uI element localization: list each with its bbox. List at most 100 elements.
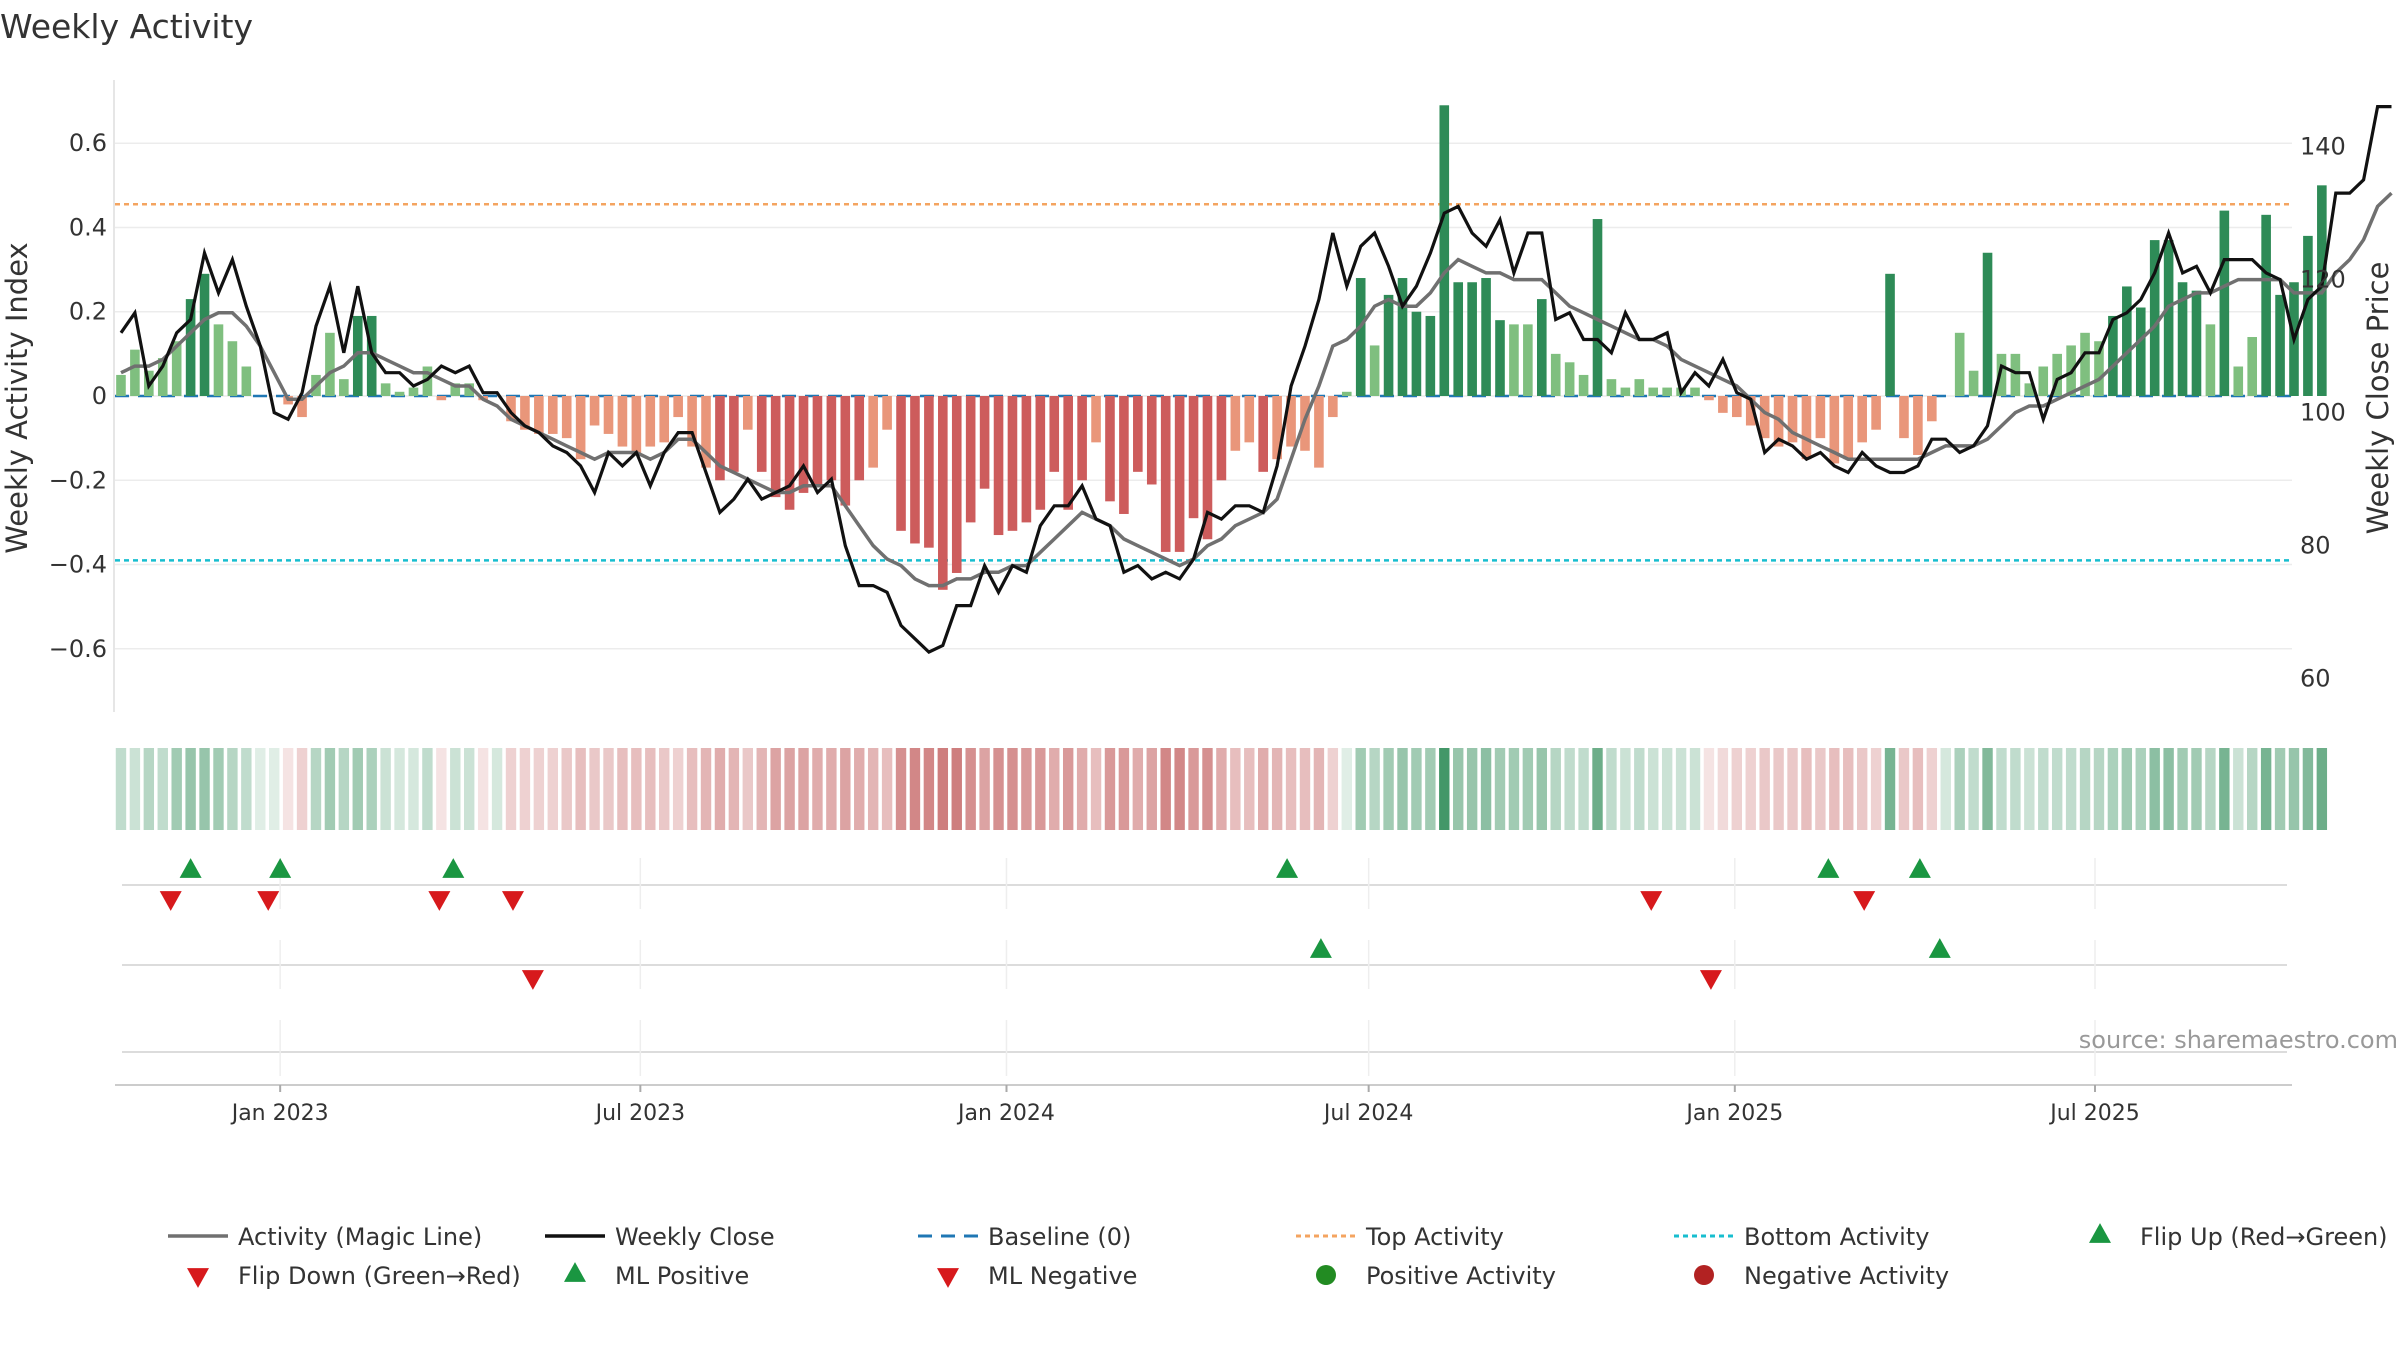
legend-label: Negative Activity: [1744, 1262, 1949, 1290]
activity-bar: [979, 396, 990, 489]
strip-cell: [1661, 748, 1673, 830]
activity-bar: [2219, 210, 2230, 396]
legend-item: ML Negative: [937, 1262, 1137, 1290]
strip-cell: [1968, 748, 1979, 830]
strip-cell: [1257, 748, 1269, 830]
strip-cell: [2107, 748, 2119, 830]
strip-cell: [561, 748, 572, 830]
activity-bar: [1467, 282, 1477, 396]
strip-cell: [1327, 748, 1339, 830]
legend-label: ML Negative: [988, 1262, 1137, 1290]
strip-cell: [909, 748, 921, 830]
activity-bar: [1885, 273, 1895, 396]
y-tick-label: −0.2: [49, 466, 107, 494]
legend-swatch: [937, 1268, 959, 1288]
strip-cell: [645, 748, 656, 830]
strip-cell: [1689, 748, 1701, 830]
activity-bar: [2233, 366, 2244, 396]
strip-cell: [547, 748, 558, 830]
strip-cell: [1592, 748, 1603, 830]
strip-cell: [422, 748, 433, 830]
strip-cell: [2177, 748, 2188, 830]
activity-bar: [380, 383, 391, 396]
activity-bar: [1063, 396, 1073, 510]
strip-cell: [2302, 748, 2314, 830]
activity-bar: [534, 396, 544, 434]
activity-bar: [1188, 396, 1199, 519]
strip-cell: [1439, 748, 1450, 830]
activity-bar: [673, 396, 683, 418]
source-label: source: sharemaestro.com: [2079, 1026, 2398, 1054]
legend-label: Positive Activity: [1366, 1262, 1556, 1290]
strip-cell: [1620, 748, 1631, 830]
activity-bar: [1690, 387, 1700, 396]
strip-cell: [1675, 748, 1687, 830]
activity-bar: [213, 324, 224, 396]
strip-cell: [686, 748, 698, 830]
activity-bar: [2135, 307, 2146, 396]
activity-bar: [1509, 324, 1519, 396]
strip-cell: [1717, 748, 1729, 830]
flip-down-marker: [428, 891, 451, 911]
strip-cell: [1508, 748, 1520, 830]
date-tick-label: Jul 2023: [594, 1101, 686, 1126]
activity-bar: [1049, 396, 1060, 472]
strip-cell: [742, 748, 754, 830]
activity-bar: [2275, 294, 2285, 396]
flip-down-marker: [1640, 891, 1663, 911]
legend-swatch: [1694, 1265, 1714, 1285]
activity-bar: [1857, 396, 1867, 443]
activity-bar: [617, 396, 628, 447]
activity-bar: [1258, 396, 1268, 472]
strip-cell: [1271, 748, 1283, 830]
activity-bar: [951, 396, 962, 573]
strip-cell: [2163, 748, 2174, 830]
strip-cell: [937, 748, 949, 830]
activity-bar: [1620, 387, 1631, 396]
strip-cell: [477, 748, 489, 830]
activity-bar: [1146, 396, 1157, 485]
activity-bar: [729, 396, 739, 472]
strip-cell: [1480, 748, 1492, 830]
date-tick-label: Jan 2024: [956, 1101, 1055, 1126]
activity-bar: [1536, 299, 1547, 396]
strip-cell: [1118, 748, 1130, 830]
legend-swatch: [1316, 1265, 1336, 1285]
activity-bar: [1397, 278, 1408, 396]
strip-cell: [324, 748, 336, 830]
activity-bar: [185, 299, 196, 396]
strip-cell: [784, 748, 795, 830]
activity-bar: [547, 396, 558, 434]
activity-bar: [1453, 282, 1464, 396]
strip-cell: [157, 748, 168, 830]
strip-cell: [2065, 748, 2077, 830]
activity-bar: [1160, 396, 1171, 552]
activity-bar: [715, 396, 725, 481]
activity-bar: [1355, 278, 1366, 396]
activity-bar: [840, 396, 851, 506]
strip-cell: [338, 748, 350, 830]
activity-heat-strip: [115, 748, 2328, 830]
activity-bar: [1606, 379, 1617, 396]
legend-item: Flip Up (Red→Green): [2089, 1223, 2388, 1251]
activity-bar: [199, 273, 210, 396]
activity-bar: [1564, 362, 1575, 396]
activity-bar: [1202, 396, 1213, 540]
activity-bar: [1592, 219, 1603, 396]
activity-bar: [784, 396, 795, 510]
activity-bar: [896, 396, 906, 531]
strip-cell: [1104, 748, 1116, 830]
flip-down-marker: [501, 891, 524, 911]
strip-cell: [227, 748, 238, 830]
strip-cell: [129, 748, 141, 830]
strip-cell: [408, 748, 419, 830]
strip-cell: [714, 748, 726, 830]
y2-tick-label: 120: [2300, 266, 2346, 294]
y2-tick-label: 80: [2300, 532, 2331, 560]
strip-cell: [1174, 748, 1185, 830]
strip-cell: [1425, 748, 1436, 830]
strip-cell: [1815, 748, 1826, 830]
y-tick-label: 0: [92, 382, 107, 410]
legend-swatch: [564, 1262, 586, 1282]
strip-cell: [1940, 748, 1951, 830]
